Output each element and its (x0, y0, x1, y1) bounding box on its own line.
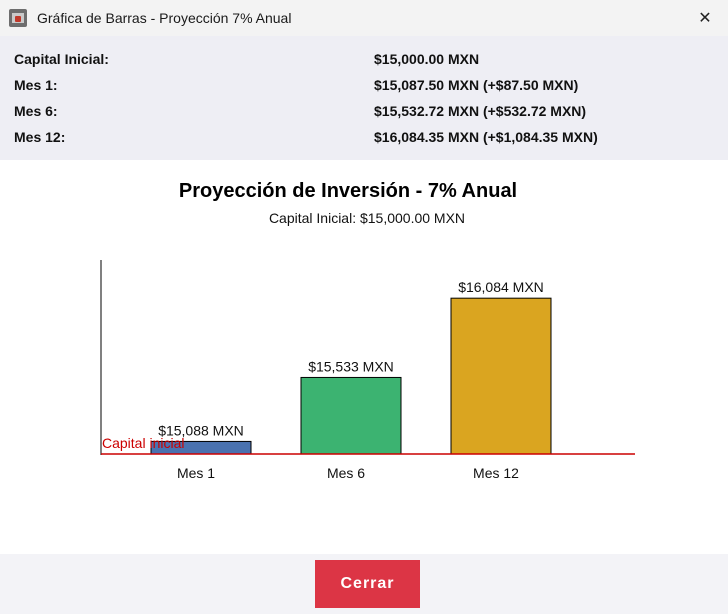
summary-row-mes-1: Mes 1: $15,087.50 MXN (+$87.50 MXN) (0, 72, 728, 98)
summary-label: Mes 12: (14, 129, 66, 145)
summary-row-mes-12: Mes 12: $16,084.35 MXN (+$1,084.35 MXN) (0, 124, 728, 150)
data-label: $15,088 MXN (158, 422, 244, 438)
bar-mes-6 (300, 376, 402, 455)
summary-panel: Capital Inicial: $15,000.00 MXN Mes 1: $… (0, 36, 728, 160)
summary-value: $15,532.72 MXN (+$532.72 MXN) (374, 103, 587, 119)
summary-label: Mes 6: (14, 103, 58, 119)
summary-value: $16,084.35 MXN (+$1,084.35 MXN) (374, 129, 598, 145)
data-label: $15,533 MXN (308, 358, 394, 374)
window-title: Gráfica de Barras - Proyección 7% Anual (37, 10, 292, 26)
chart-panel: Proyección de Inversión - 7% Anual Capit… (0, 160, 728, 554)
data-label: $16,084 MXN (458, 279, 544, 295)
summary-label: Capital Inicial: (14, 51, 109, 67)
bar-chart: Proyección de Inversión - 7% Anual Capit… (100, 180, 635, 481)
app-icon (9, 9, 27, 27)
close-button[interactable]: Cerrar (315, 560, 420, 608)
summary-label: Mes 1: (14, 77, 58, 93)
x-tick-label: Mes 6 (327, 465, 365, 481)
baseline-label: Capital inicial (102, 435, 184, 451)
chart-title: Proyección de Inversión - 7% Anual (179, 180, 517, 202)
x-tick-label: Mes 12 (473, 465, 519, 481)
x-tick-label: Mes 1 (177, 465, 215, 481)
close-icon[interactable]: ✕ (698, 10, 712, 27)
footer: Cerrar (0, 554, 728, 614)
summary-row-mes-6: Mes 6: $15,532.72 MXN (+$532.72 MXN) (0, 98, 728, 124)
summary-row-capital: Capital Inicial: $15,000.00 MXN (0, 46, 728, 72)
title-bar: Gráfica de Barras - Proyección 7% Anual … (0, 0, 728, 36)
summary-value: $15,000.00 MXN (374, 51, 480, 67)
summary-value: $15,087.50 MXN (+$87.50 MXN) (374, 77, 579, 93)
chart-subtitle: Capital Inicial: $15,000.00 MXN (269, 210, 465, 226)
bar-mes-12 (450, 297, 552, 455)
